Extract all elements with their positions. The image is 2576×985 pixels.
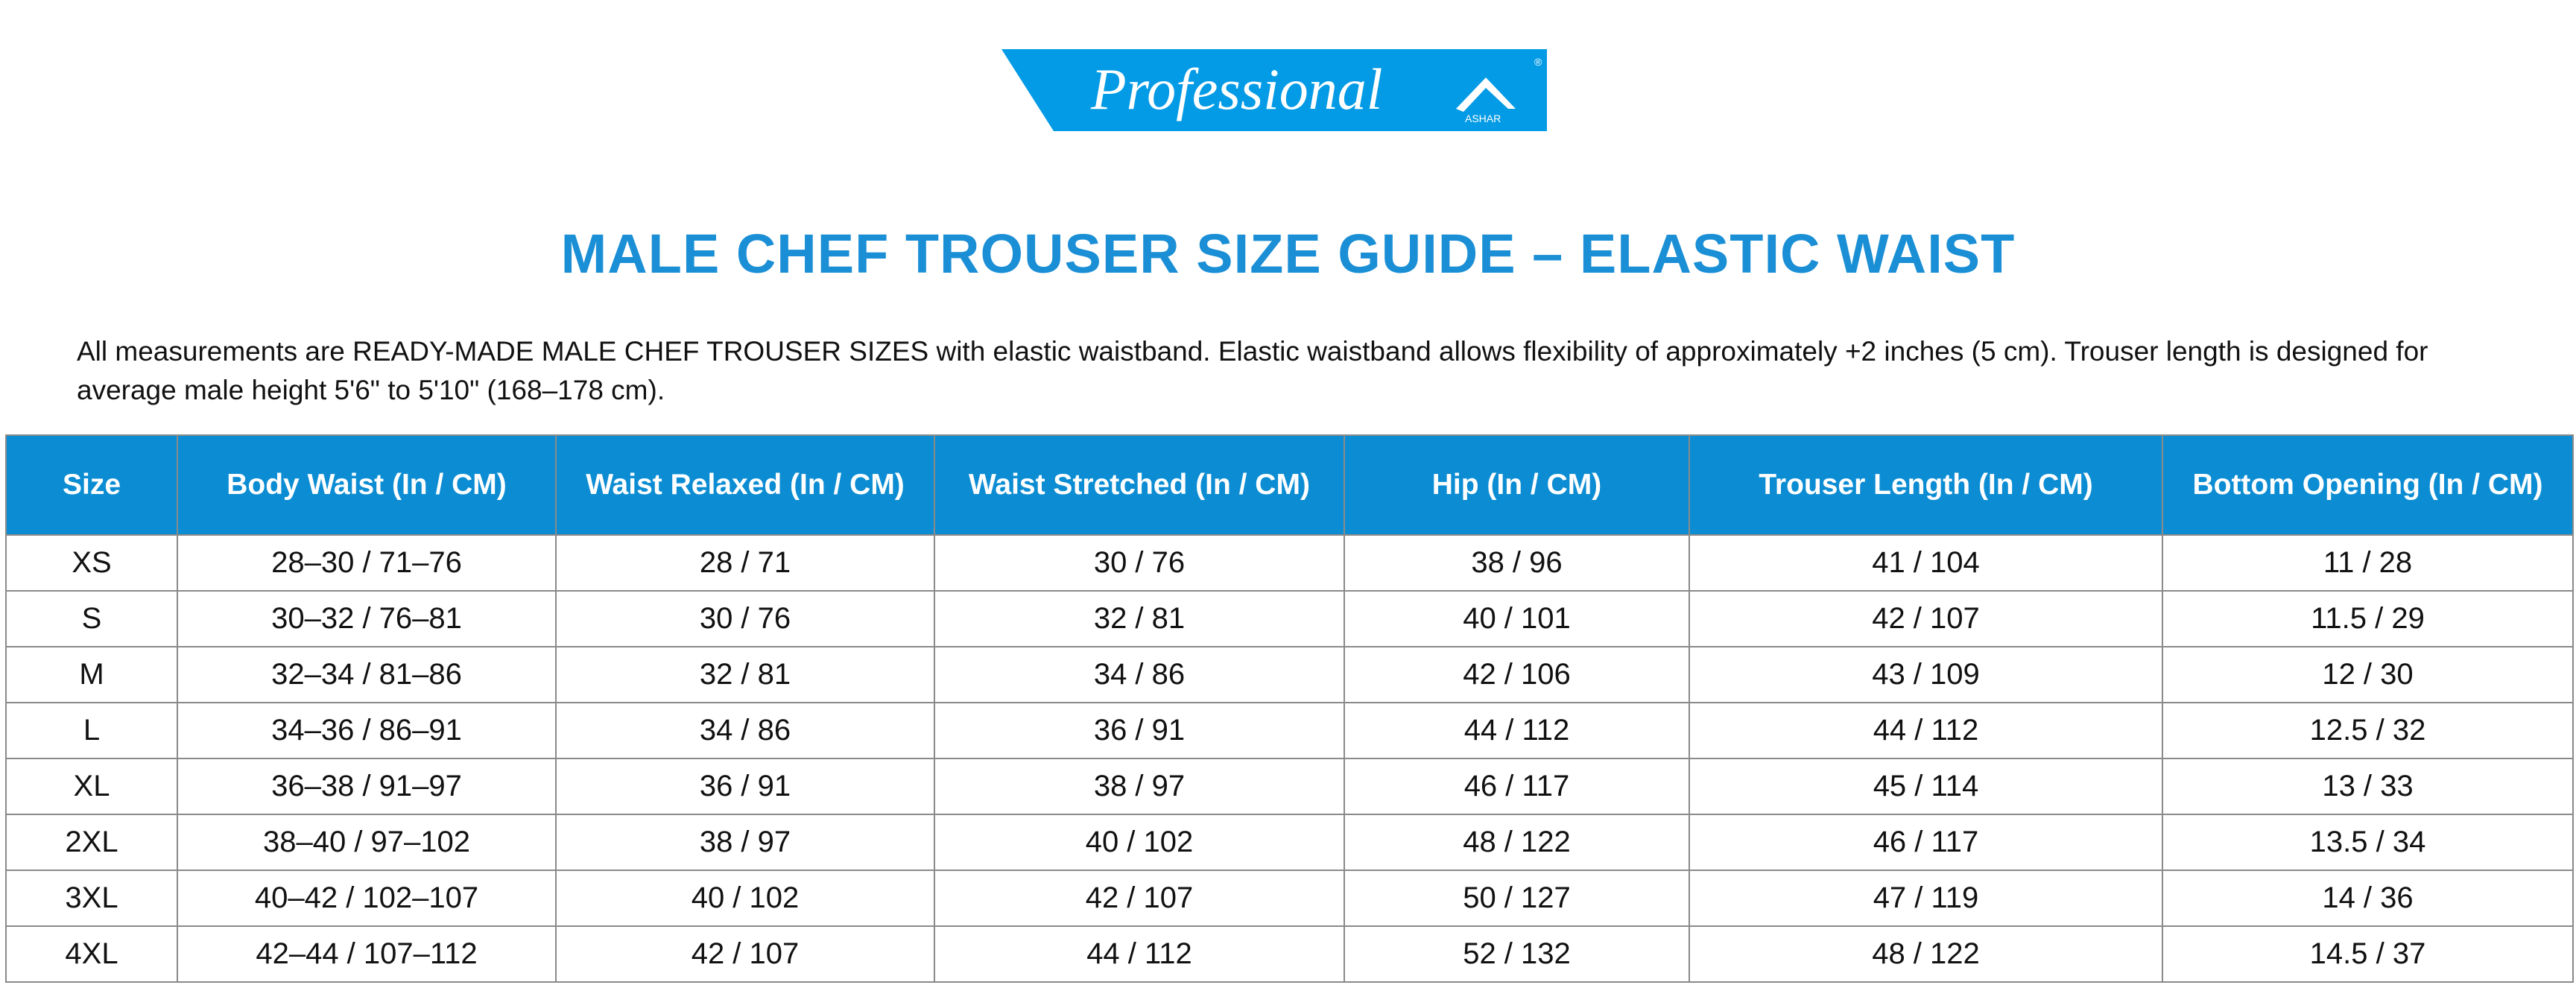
- table-cell: 11 / 28: [2162, 534, 2574, 592]
- column-header: Waist Stretched (In / CM): [934, 434, 1345, 536]
- table-row: 2XL 38–40 / 97–102 38 / 97 40 / 102 48 / 122…: [5, 814, 2574, 871]
- table-cell: 46 / 117: [1344, 758, 1690, 815]
- logo-text: Professional: [1090, 57, 1382, 121]
- table-cell: 45 / 114: [1689, 758, 2163, 815]
- table-row: L 34–36 / 86–91 34 / 86 36 / 91 44 / 112 44 /…: [5, 702, 2574, 759]
- table-cell: 32 / 81: [555, 646, 935, 703]
- table-cell: 14.5 / 37: [2162, 925, 2574, 983]
- table-cell: 2XL: [5, 814, 178, 871]
- table-cell: 50 / 127: [1344, 870, 1690, 927]
- column-header: Size: [5, 434, 178, 536]
- table-cell: L: [5, 702, 178, 759]
- table-cell: 34–36 / 86–91: [177, 702, 557, 759]
- table-cell: 36 / 91: [934, 702, 1345, 759]
- table-cell: 30 / 76: [934, 534, 1345, 592]
- table-cell: 46 / 117: [1689, 814, 2163, 871]
- table-row: XS 28–30 / 71–76 28 / 71 30 / 76 38 / 96 41 /…: [5, 534, 2574, 592]
- table-cell: 52 / 132: [1344, 925, 1690, 983]
- table-cell: 47 / 119: [1689, 870, 2163, 927]
- table-cell: 44 / 112: [934, 925, 1345, 983]
- column-header: Waist Relaxed (In / CM): [555, 434, 935, 536]
- table-cell: 43 / 109: [1689, 646, 2163, 703]
- table-cell: 13.5 / 34: [2162, 814, 2574, 871]
- table-cell: 44 / 112: [1689, 702, 2163, 759]
- table-cell: XL: [5, 758, 178, 815]
- table-cell: 32 / 81: [934, 590, 1345, 647]
- description: All measurements are READY-MADE MALE CHE…: [77, 336, 2428, 405]
- table-cell: 42–44 / 107–112: [177, 925, 557, 983]
- table-cell: 40 / 101: [1344, 590, 1690, 647]
- column-header: Trouser Length (In / CM): [1689, 434, 2163, 536]
- table-cell: 14 / 36: [2162, 870, 2574, 927]
- table-row: M 32–34 / 81–86 32 / 81 34 / 86 42 / 106 43 /…: [5, 646, 2574, 703]
- table-cell: 40 / 102: [555, 870, 935, 927]
- table-row: 4XL 42–44 / 107–112 42 / 107 44 / 112 52 / 1…: [5, 925, 2574, 983]
- table-cell: 30 / 76: [555, 590, 935, 647]
- table-cell: 13 / 33: [2162, 758, 2574, 815]
- table-cell: M: [5, 646, 178, 703]
- table-row: S 30–32 / 76–81 30 / 76 32 / 81 40 / 101 42 /…: [5, 590, 2574, 647]
- table-cell: 40–42 / 102–107: [177, 870, 557, 927]
- table-cell: 38 / 97: [555, 814, 935, 871]
- column-header: Hip (In / CM): [1344, 434, 1690, 536]
- logo-subtext: ASHAR: [1465, 113, 1501, 124]
- table-cell: 42 / 106: [1344, 646, 1690, 703]
- table-cell: 40 / 102: [934, 814, 1345, 871]
- brand-logo: Professional ASHAR ®: [1001, 49, 1547, 131]
- table-cell: 42 / 107: [934, 870, 1345, 927]
- table-cell: 42 / 107: [1689, 590, 2163, 647]
- table-cell: 32–34 / 81–86: [177, 646, 557, 703]
- table-cell: XS: [5, 534, 178, 592]
- table-cell: 48 / 122: [1689, 925, 2163, 983]
- table-cell: 48 / 122: [1344, 814, 1690, 871]
- table-cell: 36 / 91: [555, 758, 935, 815]
- table-cell: 3XL: [5, 870, 178, 927]
- table-cell: 34 / 86: [934, 646, 1345, 703]
- table-cell: 28–30 / 71–76: [177, 534, 557, 592]
- table-cell: 11.5 / 29: [2162, 590, 2574, 647]
- table-cell: 28 / 71: [555, 534, 935, 592]
- table-cell: 30–32 / 76–81: [177, 590, 557, 647]
- table-cell: 12.5 / 32: [2162, 702, 2574, 759]
- column-header: Body Waist (In / CM): [177, 434, 557, 536]
- column-header: Bottom Opening (In / CM): [2162, 434, 2574, 536]
- table-cell: 34 / 86: [555, 702, 935, 759]
- size-table: Size Body Waist (In / CM) Waist Relaxed (I…: [5, 434, 2574, 983]
- table-cell: 36–38 / 91–97: [177, 758, 557, 815]
- table-cell: 38–40 / 97–102: [177, 814, 557, 871]
- registered-mark: ®: [1534, 56, 1542, 68]
- table-cell: 4XL: [5, 925, 178, 983]
- table-cell: 38 / 97: [934, 758, 1345, 815]
- table-cell: S: [5, 590, 178, 647]
- table-row: XL 36–38 / 91–97 36 / 91 38 / 97 46 / 117 45 …: [5, 758, 2574, 815]
- table-cell: 38 / 96: [1344, 534, 1690, 592]
- page-title: MALE CHEF TROUSER SIZE GUIDE – ELASTIC W…: [560, 223, 2016, 285]
- table-header-row: Size Body Waist (In / CM) Waist Relaxed (I…: [5, 434, 2574, 536]
- table-cell: 12 / 30: [2162, 646, 2574, 703]
- table-row: 3XL 40–42 / 102–107 40 / 102 42 / 107 50 / 1…: [5, 870, 2574, 927]
- table-cell: 41 / 104: [1689, 534, 2163, 592]
- table-cell: 42 / 107: [555, 925, 935, 983]
- table-cell: 44 / 112: [1344, 702, 1690, 759]
